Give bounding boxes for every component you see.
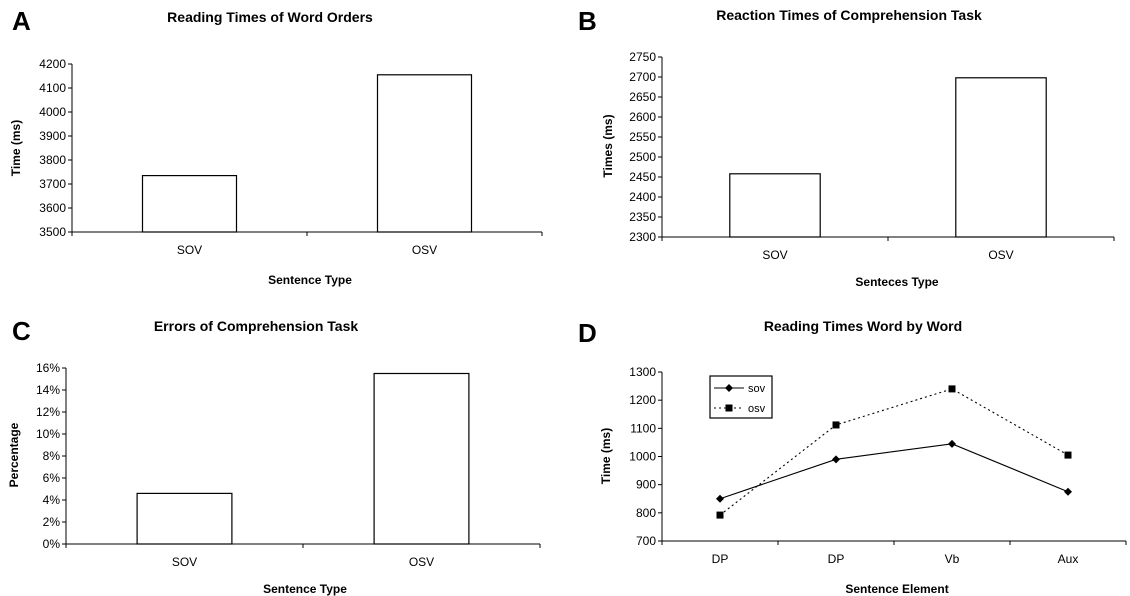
point-sov [832,455,840,464]
y-axis-title-b: Times (ms) [601,114,615,177]
y-tick-label: 3900 [39,129,66,143]
y-tick-label: 4000 [39,105,66,119]
y-tick-label: 700 [636,534,656,548]
x-axis-title-c: Sentence Type [263,582,347,596]
panel-letter-b: B [578,6,597,36]
plot-area-c: 0% 2% 4% 6% 8% 10% 12% 14% 16% SOV OSV [36,361,541,569]
x-tick-label: DP [828,552,845,566]
point-osv [948,385,956,393]
y-tick-label: 2450 [629,170,656,184]
y-tick-label: 2500 [629,150,656,164]
x-tick-label: DP [712,552,729,566]
panel-c: C Errors of Comprehension Task Sentence … [7,316,541,596]
x-axis-title-a: Sentence Type [268,273,352,287]
y-tick-label: 3700 [39,177,66,191]
panel-letter-c: C [12,316,31,346]
plot-area-d: 700 800 900 1000 1100 1200 1300 DP DP Vb Aux sov osv [629,365,1127,566]
y-tick-label: 1100 [630,421,656,435]
y-tick-label: 2550 [629,130,656,144]
y-axis-title-c: Percentage [7,422,21,487]
y-tick-label: 12% [36,405,60,419]
bar-sov [141,175,238,233]
point-sov [716,494,724,503]
bar-sov [729,173,821,238]
x-tick-label: SOV [172,555,197,569]
point-osv [716,511,724,519]
y-axis-title-a: Time (ms) [9,120,23,176]
series-line-sov [719,443,1069,500]
bar-sov [136,492,233,545]
chart-title-b: Reaction Times of Comprehension Task [716,7,982,23]
legend-label-osv: osv [748,403,766,415]
y-tick-label: 6% [43,471,61,485]
y-tick-label: 2700 [629,70,656,84]
series-line-osv [719,388,1069,516]
legend-box [709,375,773,419]
legend: sov osv [709,375,773,419]
panel-b: B Reaction Times of Comprehension Task S… [578,6,1115,289]
y-tick-label: 16% [36,361,60,375]
bar-osv [376,74,473,233]
y-tick-label: 3600 [39,201,66,215]
y-tick-label: 10% [36,427,60,441]
y-tick-label: 1000 [629,450,656,464]
y-tick-label: 800 [636,506,656,520]
y-axis-title-d: Time (ms) [599,428,613,484]
bar-osv [955,77,1047,238]
x-tick-label: Aux [1058,552,1079,566]
x-tick-label: Vb [945,552,960,566]
panel-letter-d: D [578,318,597,348]
y-tick-label: 2300 [629,230,656,244]
x-tick-label: OSV [988,248,1013,262]
chart-title-c: Errors of Comprehension Task [154,318,359,334]
point-sov [1064,487,1072,496]
y-tick-label: 4% [43,493,61,507]
y-tick-label: 2% [43,515,61,529]
chart-title-a: Reading Times of Word Orders [167,9,373,25]
y-tick-label: 2750 [629,50,656,64]
bar-osv [373,372,470,545]
legend-label-sov: sov [748,383,766,395]
y-tick-label: 2600 [629,110,656,124]
x-tick-label: SOV [762,248,787,262]
y-tick-label: 2650 [629,90,656,104]
x-tick-label: OSV [409,555,434,569]
point-osv [832,421,840,429]
x-tick-label: OSV [412,243,437,257]
y-tick-label: 4100 [39,81,66,95]
legend-marker-osv [725,404,733,412]
y-tick-label: 1200 [629,393,656,407]
legend-marker-sov [725,384,733,392]
chart-title-d: Reading Times Word by Word [764,318,962,334]
point-osv [1064,451,1072,459]
x-axis-title-b: Senteces Type [855,275,938,289]
panel-d: D Reading Times Word by Word Sentence El… [578,318,1127,596]
panel-letter-a: A [12,6,31,36]
x-axis-title-d: Sentence Element [845,582,948,596]
y-tick-label: 2400 [629,190,656,204]
y-tick-label: 3500 [39,225,66,239]
y-tick-label: 3800 [39,153,66,167]
y-tick-label: 2350 [629,210,656,224]
plot-area-b: 2300 2350 2400 2450 2500 2550 2600 2650 2700 2750… [629,50,1115,262]
x-tick-label: SOV [177,243,202,257]
y-tick-label: 8% [43,449,61,463]
y-tick-label: 1300 [629,365,656,379]
plot-area-a: 3500 3600 3700 3800 3900 4000 4100 4200 SOV OSV [39,57,543,257]
y-tick-label: 4200 [39,57,66,71]
y-tick-label: 0% [43,537,61,551]
y-tick-label: 14% [36,383,60,397]
panel-a: A Reading Times of Word Orders Sentence … [9,6,543,287]
y-tick-label: 900 [636,478,656,492]
point-sov [948,439,956,448]
